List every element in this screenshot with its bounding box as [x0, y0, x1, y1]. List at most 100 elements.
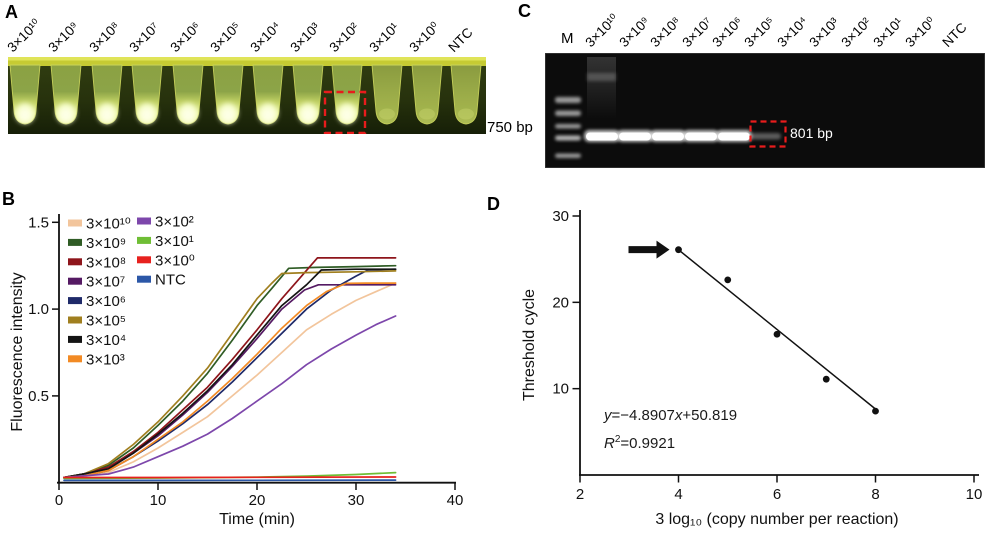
legend-swatch — [68, 335, 82, 343]
series-line-8 — [63, 315, 397, 479]
panel-d-chart: 2 4 6 8 10 10 20 30 3 log₁₀ (copy number per rea… — [521, 208, 983, 528]
regression-line — [679, 250, 878, 411]
y-tick-label: 0.5 — [28, 388, 49, 405]
legend-swatch — [137, 275, 151, 283]
legend-label: 3×10⁷ — [86, 274, 125, 291]
equation-mid: =−4.8907 — [611, 407, 675, 424]
panel-c-gel-photo — [545, 53, 985, 168]
x-tick-label: 8 — [871, 486, 879, 503]
legend-label: 3×10⁴ — [86, 332, 126, 349]
tube-label: 3×10⁹ — [45, 18, 82, 55]
tube-glow-core — [182, 108, 194, 122]
gel-lane-label: 3×10⁰ — [902, 14, 939, 50]
tube-glow-core — [262, 108, 274, 122]
tube-body-dim — [411, 64, 443, 125]
series-line-1 — [63, 264, 397, 479]
amplicon-band — [619, 132, 651, 141]
amplicon-band — [718, 132, 750, 141]
gel-lane-label: 3×10⁵ — [741, 13, 778, 50]
x-axis-title: 3 log₁₀ (copy number per reaction) — [655, 511, 898, 528]
data-point — [872, 407, 879, 415]
y-axis-title: Fluorescence intensity — [9, 272, 26, 431]
regression-equation: y=−4.8907x+50.819 — [604, 407, 737, 424]
data-point — [822, 375, 830, 383]
pcr-tube — [212, 64, 244, 125]
legend-item: 3×10⁹ — [68, 235, 126, 252]
legend-label: 3×10³ — [86, 351, 125, 368]
tube-strip-highlight — [8, 57, 486, 61]
tube-glow-core — [222, 108, 234, 122]
legend-swatch — [68, 316, 82, 324]
equation-x: x — [674, 407, 683, 424]
legend-item: 3×10¹ — [137, 233, 194, 250]
series-line-6 — [63, 268, 397, 479]
band-annotation-801bp: 801 bp — [790, 125, 833, 141]
r2-lead: R — [604, 435, 615, 452]
tube-glow-core — [302, 108, 314, 122]
legend-item: 3×10² — [137, 214, 194, 231]
legend-swatch — [68, 258, 82, 266]
series-line-5 — [63, 270, 397, 479]
amplicon-band — [685, 132, 717, 141]
panel-c-letter: C — [518, 1, 531, 21]
x-tick-label: 40 — [447, 492, 464, 509]
x-tick-label: 6 — [773, 486, 781, 503]
pcr-tube — [172, 64, 204, 125]
gel-lane-label: 3×10⁴ — [774, 13, 811, 50]
legend-item: 3×10⁸ — [68, 254, 126, 271]
tube-liquid-dim — [379, 108, 395, 120]
tube-glow-core — [101, 108, 113, 122]
legend-swatch — [137, 256, 151, 264]
series-line-0 — [63, 282, 397, 479]
legend-item: 3×10⁶ — [68, 293, 126, 310]
legend-item: NTC — [137, 272, 186, 289]
x-tick-label: 20 — [249, 492, 266, 509]
detection-limit-arrow — [628, 240, 670, 259]
panel-d-letter: D — [487, 194, 500, 214]
pcr-tube — [411, 64, 443, 125]
gel-lane-label: 3×10² — [838, 14, 874, 50]
marker-ladder-band — [555, 124, 581, 129]
legend-label: 3×10² — [155, 214, 194, 231]
data-point — [724, 276, 732, 284]
x-tick-label: 0 — [55, 492, 63, 509]
tube-body-dim — [450, 64, 482, 125]
marker-ladder-band — [555, 97, 581, 103]
amplicon-band — [652, 132, 684, 141]
tube-label: 3×10⁴ — [247, 18, 284, 55]
pcr-tube — [331, 64, 363, 125]
faint-amplicon-band — [751, 133, 781, 140]
tube-label: 3×10³ — [287, 19, 323, 55]
y-tick-label: 1.0 — [28, 301, 49, 318]
equation-y: y — [604, 407, 612, 424]
amplicon-band — [586, 132, 618, 141]
gel-lane-label: 3×10⁶ — [709, 13, 746, 50]
tube-liquid-dim — [419, 108, 435, 120]
gel-background — [545, 53, 985, 168]
marker-ladder-band — [555, 153, 581, 158]
tube-glow-core — [141, 108, 153, 122]
legend-item: 3×10⁴ — [68, 332, 126, 349]
r2-sup: 2 — [614, 434, 621, 445]
x-tick-label: 10 — [966, 486, 983, 503]
gel-lane-label: 3×10⁹ — [616, 13, 653, 51]
tube-label: 3×10² — [326, 19, 362, 55]
gel-lane-label: NTC — [939, 19, 970, 50]
legend-item: 3×10⁰ — [137, 252, 195, 269]
x-tick-label: 4 — [674, 486, 682, 503]
panel-b-chart: 0 10 20 30 40 0.5 1.0 1.5 Time (min) Fluorescence… — [9, 214, 464, 529]
series-line-10 — [63, 476, 397, 479]
panel-a-letter: A — [5, 2, 18, 22]
x-tick-label: 30 — [348, 492, 365, 509]
tube-glow-core — [60, 108, 72, 122]
tube-label: 3×10⁸ — [86, 18, 123, 55]
legend-label: 3×10⁸ — [86, 254, 126, 271]
tube-strip-top — [8, 57, 486, 66]
legend-label: NTC — [155, 272, 186, 289]
gel-lane-label: 3×10³ — [806, 14, 842, 50]
series-line-7 — [63, 282, 397, 479]
pcr-tube — [292, 64, 324, 125]
pcr-tube — [9, 64, 41, 125]
data-point — [773, 330, 781, 338]
photo-background — [8, 57, 486, 134]
